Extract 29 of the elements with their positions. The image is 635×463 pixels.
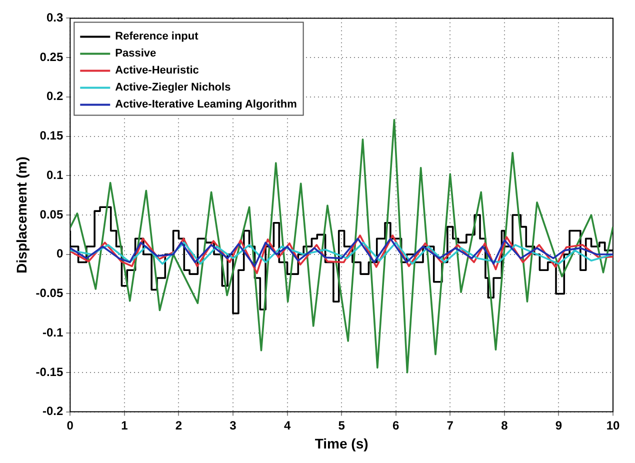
y-tick-label: 0.25: [40, 50, 64, 64]
x-tick-label: 9: [555, 418, 562, 432]
y-tick-label: -0.05: [36, 286, 64, 300]
y-tick-label: 0.15: [40, 128, 64, 143]
x-tick-label: 10: [606, 418, 620, 432]
legend-label: Active-Heuristic: [115, 64, 199, 77]
y-tick-label: 0.05: [40, 207, 64, 222]
legend-label: Reference input: [115, 30, 199, 43]
x-tick-label: 2: [175, 418, 182, 432]
y-tick-label: 0.1: [46, 168, 64, 182]
legend-label: Active-Iterative Leaming Algorithm: [115, 98, 298, 111]
x-tick-label: 7: [446, 418, 454, 432]
x-tick-label: 0: [66, 418, 74, 432]
x-tick-label: 6: [392, 418, 400, 432]
x-tick-label: 4: [284, 418, 291, 432]
y-tick-label: 0.3: [46, 10, 64, 25]
x-tick-label: 8: [501, 418, 508, 432]
y-tick-label: -0.2: [42, 404, 64, 418]
y-tick-label: 0.2: [46, 89, 64, 104]
x-axis-title: Time (s): [314, 435, 368, 452]
y-tick-label: -0.1: [42, 325, 64, 340]
y-axis-title: Displacement (m): [13, 156, 30, 274]
x-tick-label: 1: [121, 418, 128, 432]
legend-label: Passive: [115, 48, 156, 60]
y-tick-label: -0.15: [36, 364, 64, 379]
x-tick-label: 5: [338, 418, 346, 432]
y-tick-label: 0: [56, 246, 64, 261]
legend-label: Active-Ziegler Nichols: [115, 82, 231, 94]
x-tick-label: 3: [230, 418, 237, 432]
